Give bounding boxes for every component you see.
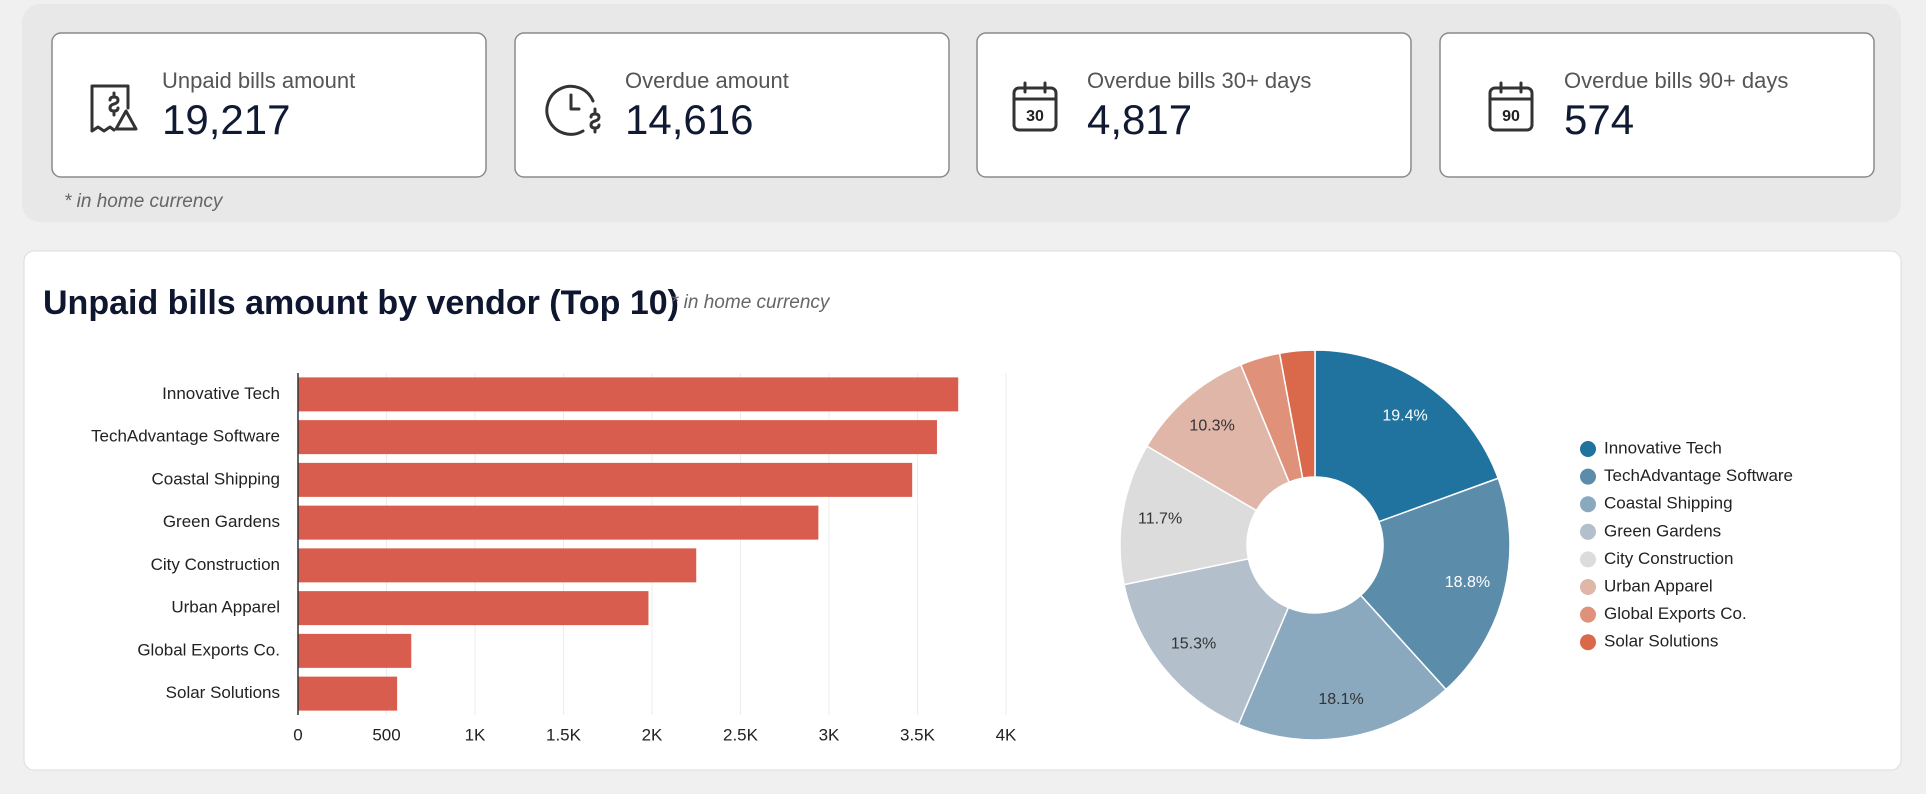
pie-slice — [1119, 445, 1258, 586]
x-tick-label: 0 — [293, 725, 302, 744]
legend-marker — [1580, 441, 1596, 457]
chart-title: Unpaid bills amount by vendor (Top 10) — [43, 284, 679, 322]
y-tick-label: Global Exports Co. — [137, 640, 280, 659]
x-tick-label: 2.5K — [723, 725, 759, 744]
bar — [298, 420, 937, 455]
pie-slice — [1314, 349, 1500, 523]
data-label: 18.8% — [1445, 574, 1490, 591]
kpi-value: 574 — [1564, 96, 1634, 143]
calendar-icon — [1488, 81, 1534, 132]
data-label: 19.4% — [1382, 408, 1427, 425]
kpi-note: * in home currency — [64, 191, 224, 212]
legend-marker — [1580, 523, 1596, 540]
kpi-value: 14,616 — [625, 96, 753, 143]
bar — [298, 633, 412, 668]
legend-label: Green Gardens — [1604, 521, 1721, 540]
legend-label: Coastal Shipping — [1604, 494, 1733, 513]
legend-label: TechAdvantage Software — [1604, 466, 1793, 485]
x-tick-label: 1K — [465, 725, 486, 744]
x-tick-label: 1.5K — [546, 725, 582, 744]
pie-slice — [1278, 349, 1316, 480]
calendar-icon — [1012, 81, 1058, 132]
kpi-card: Overdue amount 14,616 — [514, 32, 950, 178]
legend-marker — [1580, 496, 1596, 513]
pie-slice — [1359, 477, 1511, 691]
kpi-value: 19,217 — [162, 96, 290, 143]
data-label: 11.7% — [1138, 511, 1182, 528]
card-box — [976, 32, 1412, 178]
legend-marker — [1580, 468, 1596, 485]
icon-text: 90 — [1502, 108, 1520, 125]
data-label: 10.3% — [1189, 418, 1234, 435]
y-tick-label: Coastal Shipping — [151, 469, 280, 488]
kpi-label: Overdue bills 90+ days — [1564, 68, 1788, 93]
legend-marker — [1580, 606, 1596, 623]
kpi-panel — [22, 4, 1901, 222]
pie-slice — [1237, 594, 1448, 741]
kpi-label: Unpaid bills amount — [162, 68, 355, 93]
kpi-label: Overdue bills 30+ days — [1087, 68, 1311, 93]
bar — [298, 548, 697, 583]
data-label: 18.1% — [1318, 691, 1363, 708]
legend-label: Urban Apparel — [1604, 576, 1713, 595]
bar — [298, 462, 913, 497]
y-tick-label: City Construction — [151, 555, 280, 574]
x-tick-label: 3.5K — [900, 725, 936, 744]
y-tick-label: Solar Solutions — [166, 683, 280, 702]
y-tick-label: Innovative Tech — [162, 384, 280, 403]
y-tick-label: TechAdvantage Software — [91, 427, 280, 446]
y-tick-label: Green Gardens — [163, 512, 280, 531]
legend-label: Global Exports Co. — [1604, 604, 1747, 623]
icon-text: 30 — [1026, 108, 1044, 125]
legend-label: Innovative Tech — [1604, 438, 1722, 457]
bar — [298, 591, 649, 626]
bar — [298, 676, 398, 711]
card-box — [1439, 32, 1875, 178]
x-tick-label: 3K — [819, 725, 840, 744]
card-box — [514, 32, 950, 178]
legend-label: City Construction — [1604, 549, 1733, 568]
kpi-card: Unpaid bills amount 19,217 — [51, 32, 487, 178]
kpi-card: 90 Overdue bills 90+ days 574 — [1439, 32, 1875, 178]
card-box — [51, 32, 487, 178]
x-tick-label: 2K — [642, 725, 663, 744]
chart-subtitle: * in home currency — [671, 292, 831, 313]
clock-icon — [545, 84, 601, 136]
bar — [298, 505, 819, 540]
kpi-label: Overdue amount — [625, 68, 789, 93]
legend-label: Solar Solutions — [1604, 632, 1718, 651]
y-tick-label: Urban Apparel — [171, 598, 280, 617]
x-tick-label: 500 — [372, 725, 400, 744]
kpi-card: 30 Overdue bills 30+ days 4,817 — [976, 32, 1412, 178]
receipt-icon — [90, 84, 138, 133]
legend-marker — [1580, 579, 1596, 595]
x-tick-label: 4K — [996, 725, 1017, 744]
pie-slice — [1123, 557, 1290, 726]
bar — [298, 377, 959, 412]
data-label: 15.3% — [1171, 636, 1216, 653]
legend-marker — [1580, 634, 1596, 651]
legend-marker — [1580, 551, 1596, 568]
kpi-value: 4,817 — [1087, 96, 1192, 143]
